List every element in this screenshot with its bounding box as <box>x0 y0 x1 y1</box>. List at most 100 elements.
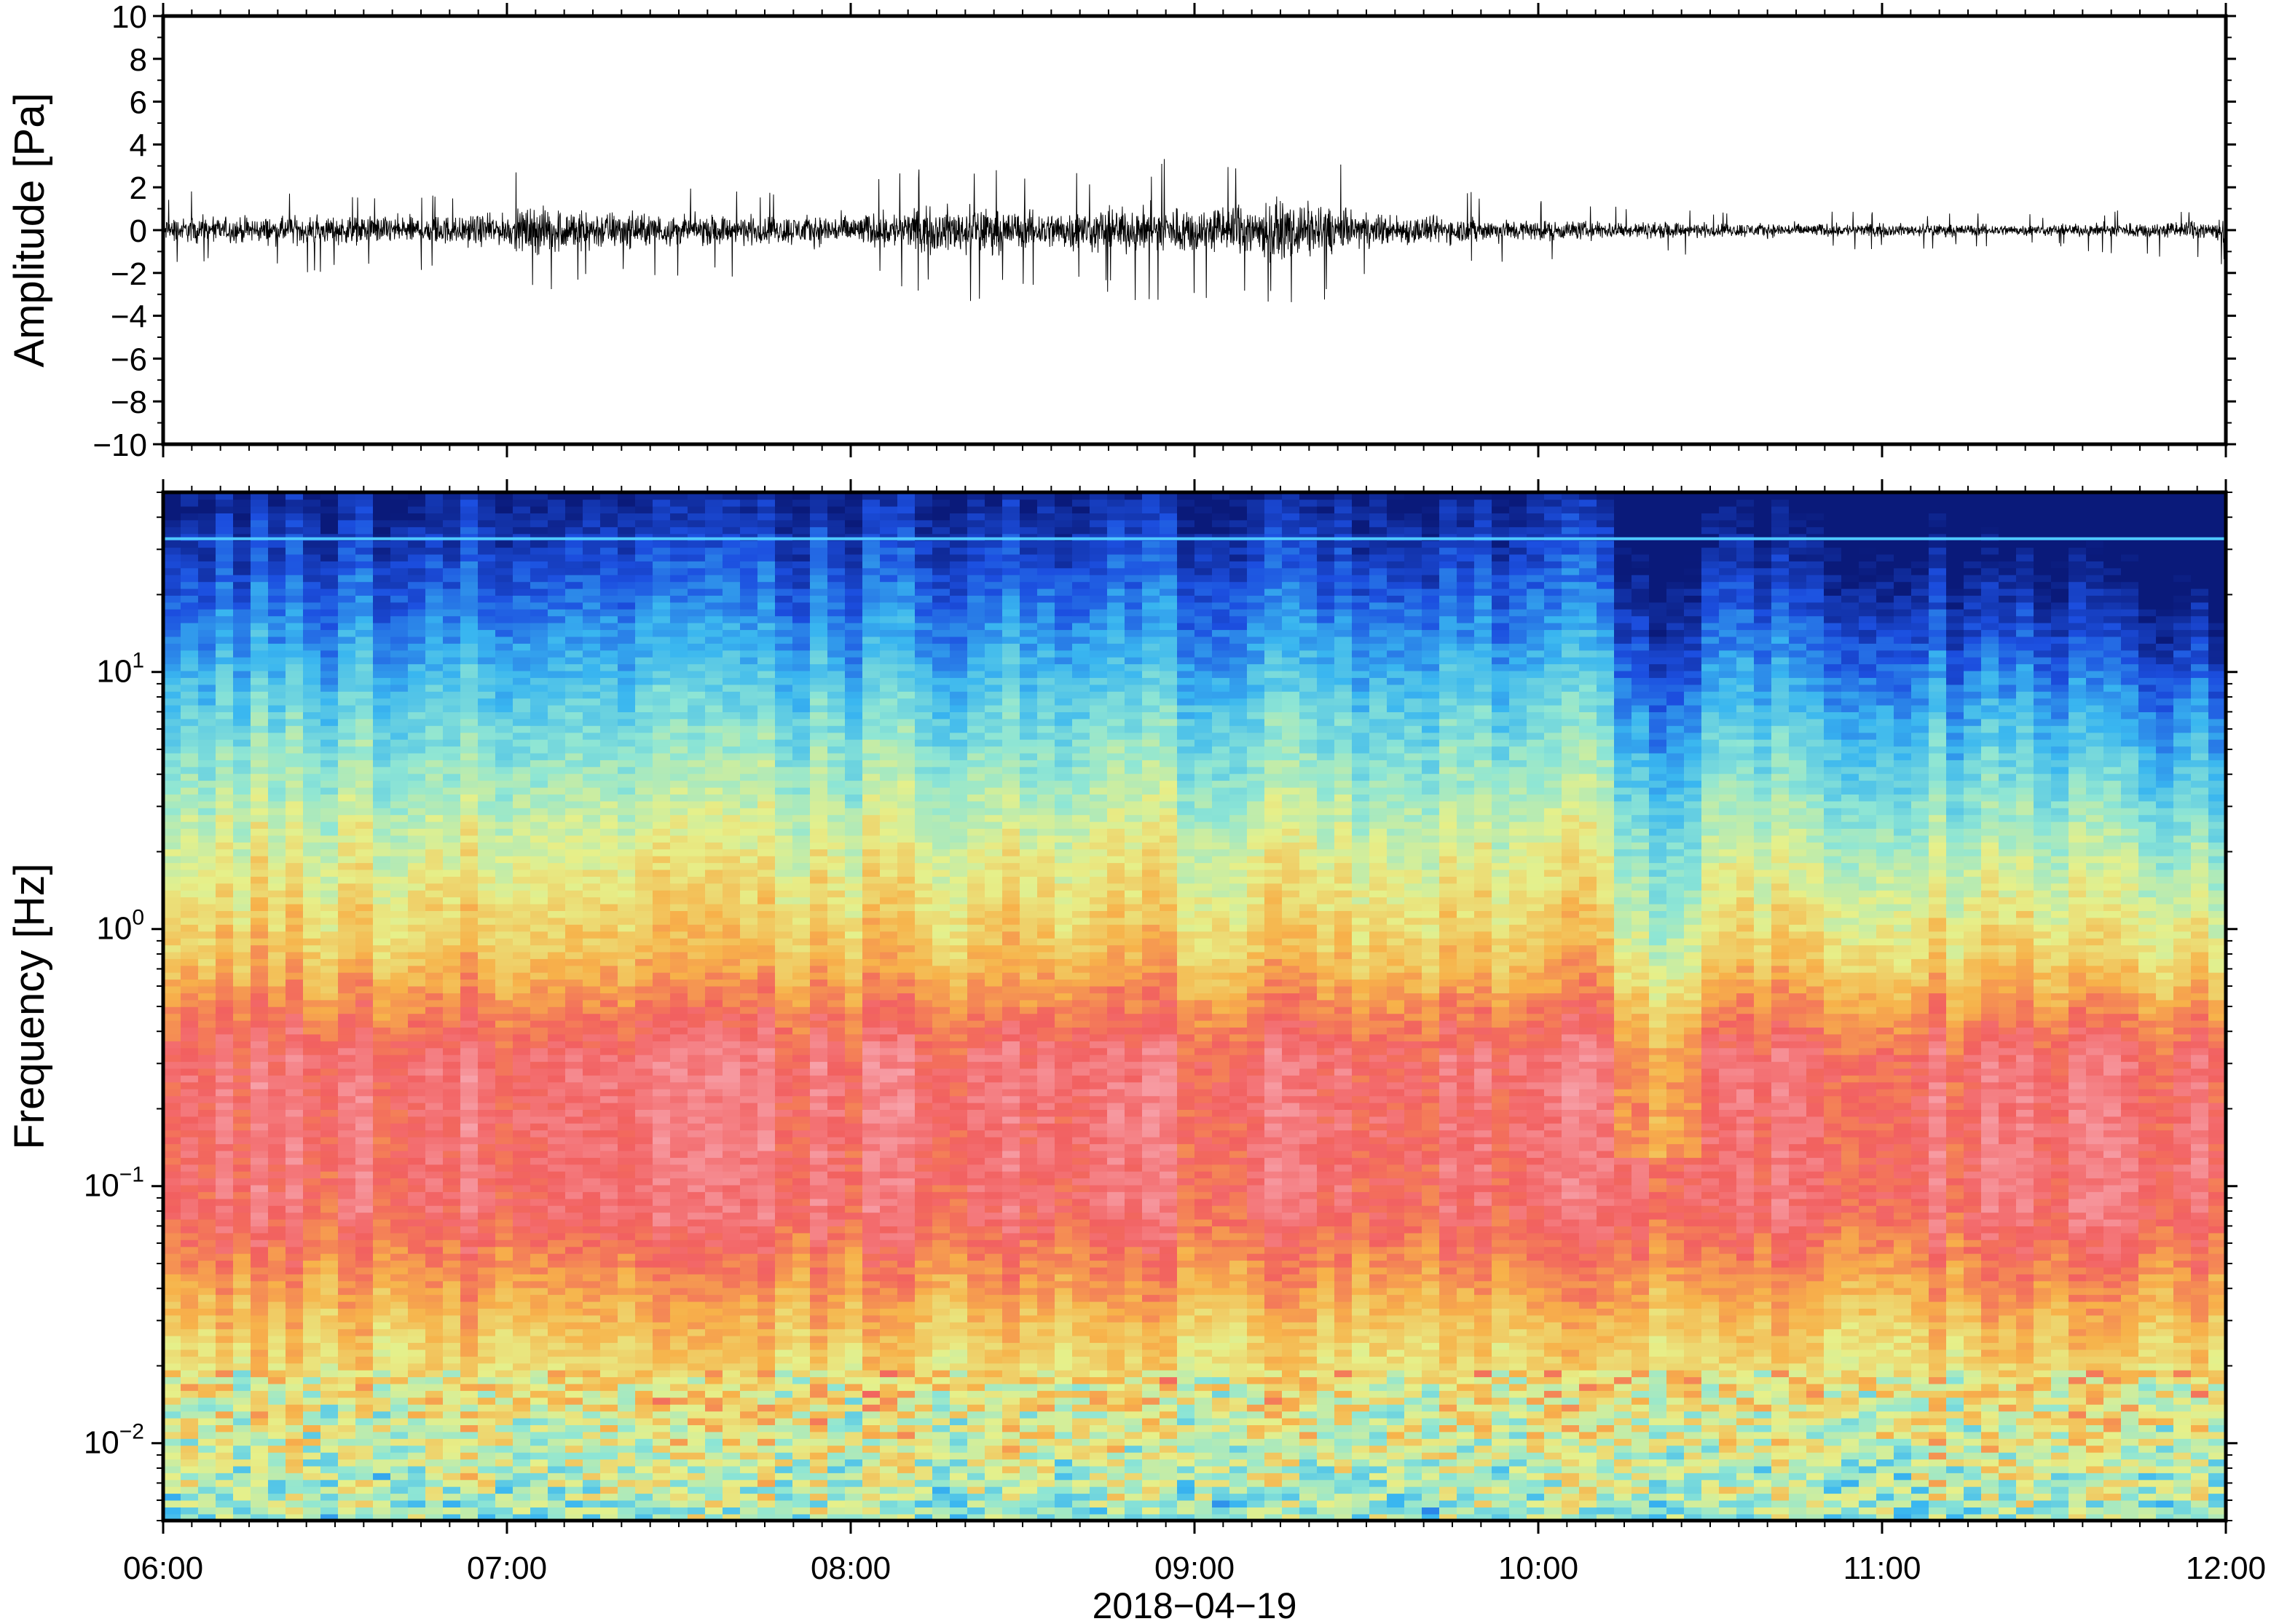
heatmap-cell <box>565 1417 583 1425</box>
heatmap-cell <box>670 691 688 699</box>
heatmap-cell <box>303 1130 321 1138</box>
heatmap-cell <box>390 951 409 959</box>
heatmap-cell <box>600 910 618 918</box>
heatmap-cell <box>286 1322 304 1330</box>
heatmap-cell <box>670 1404 688 1412</box>
heatmap-cell <box>198 821 216 829</box>
heatmap-cell <box>320 670 339 678</box>
heatmap-cell <box>373 910 391 918</box>
heatmap-cell <box>268 656 286 665</box>
heatmap-cell <box>583 656 601 665</box>
heatmap-cell <box>373 1198 391 1206</box>
heatmap-cell <box>530 876 548 884</box>
heatmap-cell <box>495 704 513 712</box>
heatmap-cell <box>460 814 479 822</box>
heatmap-cell <box>355 937 374 946</box>
heatmap-cell <box>373 1356 391 1364</box>
heatmap-cell <box>233 1178 251 1186</box>
heatmap-cell <box>618 1459 636 1467</box>
heatmap-cell <box>286 602 304 610</box>
heatmap-cell <box>478 1109 496 1117</box>
heatmap-cell <box>390 1417 409 1425</box>
heatmap-cell <box>251 725 269 733</box>
heatmap-cell <box>495 876 513 884</box>
heatmap-cell <box>443 814 461 822</box>
heatmap-cell <box>163 629 181 637</box>
heatmap-cell <box>198 1130 216 1138</box>
heatmap-cell <box>478 1376 496 1384</box>
heatmap-cell <box>181 492 199 500</box>
heatmap-cell <box>688 547 706 555</box>
heatmap-cell <box>618 760 636 768</box>
heatmap-cell <box>233 1239 251 1247</box>
heatmap-cell <box>268 1493 286 1501</box>
heatmap-cell <box>635 924 653 932</box>
heatmap-cell <box>216 773 234 781</box>
heatmap-cell <box>338 1157 356 1165</box>
heatmap-cell <box>583 718 601 726</box>
heatmap-cell <box>408 553 426 561</box>
heatmap-cell <box>495 1150 513 1158</box>
heatmap-cell <box>565 540 583 548</box>
heatmap-cell <box>338 1218 356 1226</box>
heatmap-cell <box>425 746 444 754</box>
heatmap-cell <box>565 931 583 939</box>
heatmap-cell <box>425 1397 444 1405</box>
heatmap-cell <box>268 1061 286 1069</box>
heatmap-cell <box>548 1356 566 1364</box>
heatmap-cell <box>688 752 706 760</box>
heatmap-cell <box>565 1116 583 1124</box>
heatmap-cell <box>443 903 461 911</box>
heatmap-cell <box>268 903 286 911</box>
heatmap-cell <box>268 1274 286 1282</box>
heatmap-cell <box>286 848 304 856</box>
heatmap-cell <box>268 1157 286 1165</box>
heatmap-cell <box>688 794 706 802</box>
heatmap-cell <box>390 1438 409 1446</box>
heatmap-cell <box>705 1473 723 1481</box>
heatmap-cell <box>565 903 583 911</box>
heatmap-cell <box>286 835 304 843</box>
heatmap-cell <box>251 1390 269 1398</box>
heatmap-cell <box>443 492 461 500</box>
heatmap-cell <box>460 1205 479 1213</box>
heatmap-cell <box>618 931 636 939</box>
heatmap-cell <box>635 1075 653 1083</box>
heatmap-cell <box>373 567 391 575</box>
heatmap-cell <box>163 519 181 527</box>
heatmap-cell <box>320 1116 339 1124</box>
heatmap-cell <box>635 1027 653 1035</box>
heatmap-cell <box>390 937 409 946</box>
heatmap-cell <box>268 808 286 816</box>
heatmap-cell <box>635 581 653 589</box>
heatmap-cell <box>443 609 461 617</box>
heatmap-cell <box>286 903 304 911</box>
heatmap-cell <box>513 1184 531 1192</box>
heatmap-cell <box>688 553 706 561</box>
heatmap-cell <box>181 842 199 850</box>
heatmap-cell <box>338 890 356 898</box>
heatmap-cell <box>565 800 583 808</box>
heatmap-cell <box>443 821 461 829</box>
heatmap-cell <box>565 1308 583 1316</box>
heatmap-cell <box>548 1383 566 1391</box>
heatmap-cell <box>425 718 444 726</box>
heatmap-cell <box>233 1047 251 1055</box>
heatmap-cell <box>583 1178 601 1186</box>
heatmap-cell <box>268 1499 286 1507</box>
heatmap-cell <box>460 677 479 685</box>
heatmap-cell <box>286 1136 304 1145</box>
heatmap-cell <box>425 999 444 1007</box>
heatmap-cell <box>390 999 409 1007</box>
heatmap-cell <box>216 876 234 884</box>
heatmap-cell <box>373 684 391 692</box>
heatmap-cell <box>251 1143 269 1151</box>
heatmap-cell <box>320 615 339 623</box>
heatmap-cell <box>338 513 356 521</box>
heatmap-cell <box>233 1479 251 1487</box>
heatmap-cell <box>443 1369 461 1378</box>
heatmap-cell <box>495 1342 513 1350</box>
heatmap-cell <box>705 1287 723 1296</box>
heatmap-cell <box>600 704 618 712</box>
heatmap-cell <box>635 1239 653 1247</box>
